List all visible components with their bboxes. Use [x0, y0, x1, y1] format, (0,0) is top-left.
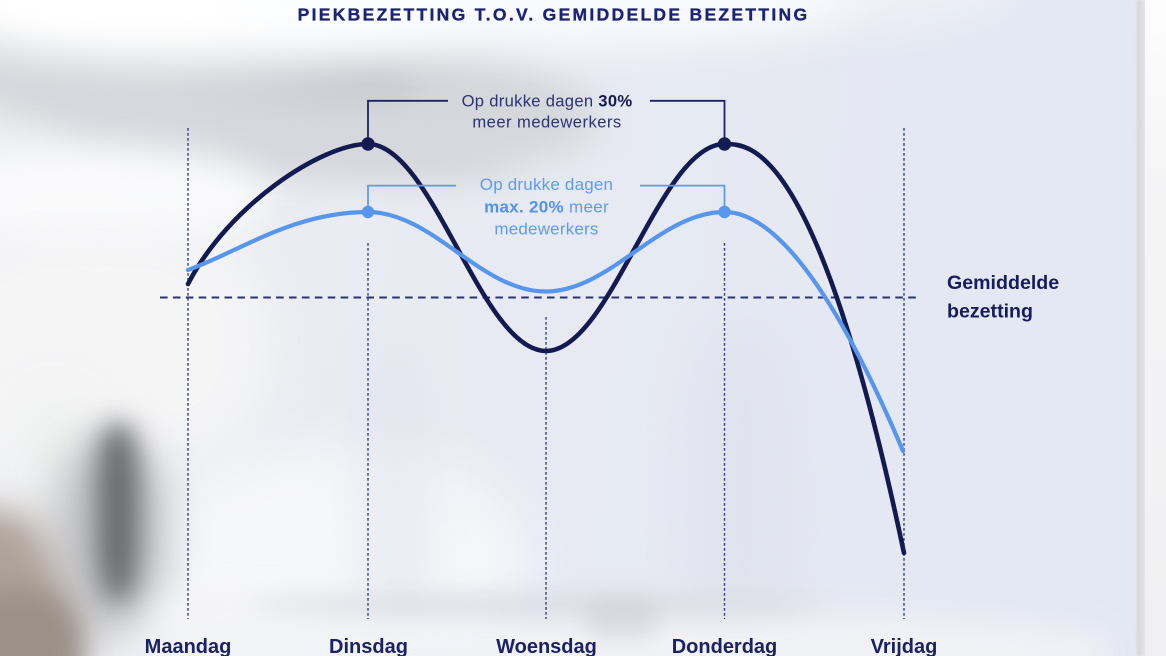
- svg-text:Op drukke dagen 30%: Op drukke dagen 30%: [462, 92, 633, 111]
- svg-text:Dinsdag: Dinsdag: [329, 636, 408, 656]
- svg-text:Woensdag: Woensdag: [496, 636, 597, 656]
- svg-text:PIEKBEZETTING T.O.V. GEMIDDELD: PIEKBEZETTING T.O.V. GEMIDDELDE BEZETTIN…: [298, 5, 810, 25]
- svg-text:meer medewerkers: meer medewerkers: [472, 112, 621, 131]
- svg-text:Gemiddelde: Gemiddelde: [947, 272, 1059, 294]
- svg-text:Donderdag: Donderdag: [672, 636, 778, 656]
- svg-text:Op drukke dagen: Op drukke dagen: [480, 175, 613, 194]
- svg-text:Maandag: Maandag: [145, 636, 232, 656]
- svg-text:bezetting: bezetting: [947, 301, 1033, 323]
- svg-text:medewerkers: medewerkers: [494, 220, 598, 239]
- svg-text:Vrijdag: Vrijdag: [871, 636, 938, 656]
- svg-text:max. 20% meer: max. 20% meer: [484, 197, 609, 216]
